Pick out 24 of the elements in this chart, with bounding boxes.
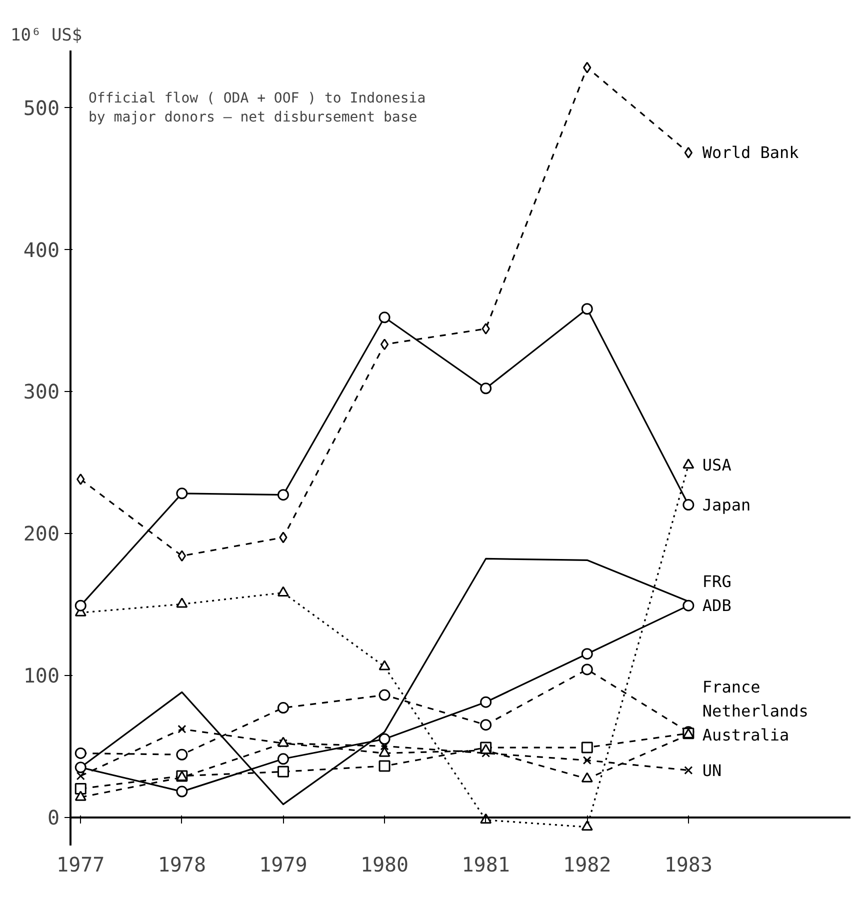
- x-tick-label: 1977: [56, 852, 105, 876]
- y-tick-label: 100: [23, 664, 60, 688]
- x-tick-label: 1983: [664, 852, 713, 876]
- series-label: Netherlands: [702, 701, 808, 720]
- x-tick-label: 1981: [462, 852, 510, 876]
- x-tick-label: 1982: [563, 852, 612, 876]
- series-label: World Bank: [702, 143, 800, 162]
- text: France: [702, 677, 760, 696]
- y-tick-label: 200: [23, 522, 60, 546]
- x-tick-label: 1978: [158, 852, 206, 876]
- x-tick-label: 1979: [259, 852, 308, 876]
- y-tick-label: 300: [23, 380, 60, 404]
- y-tick-label: 500: [23, 96, 60, 120]
- y-tick-label: 0: [47, 806, 60, 830]
- x-tick-label: 1980: [360, 852, 409, 876]
- series-label: USA: [702, 456, 732, 475]
- series-label: Japan: [702, 495, 751, 514]
- annotation: Official flow ( ODA + OOF ) to Indonesia by major donors — net disbursement base: [88, 90, 426, 126]
- series-label: UN: [702, 760, 722, 780]
- series-label: Australia: [702, 725, 790, 744]
- y-tick-label: 400: [23, 238, 60, 262]
- series-label: FRG: [702, 572, 732, 592]
- series-label: ADB: [702, 596, 732, 616]
- y-axis-title: 10⁶ US$: [10, 26, 82, 46]
